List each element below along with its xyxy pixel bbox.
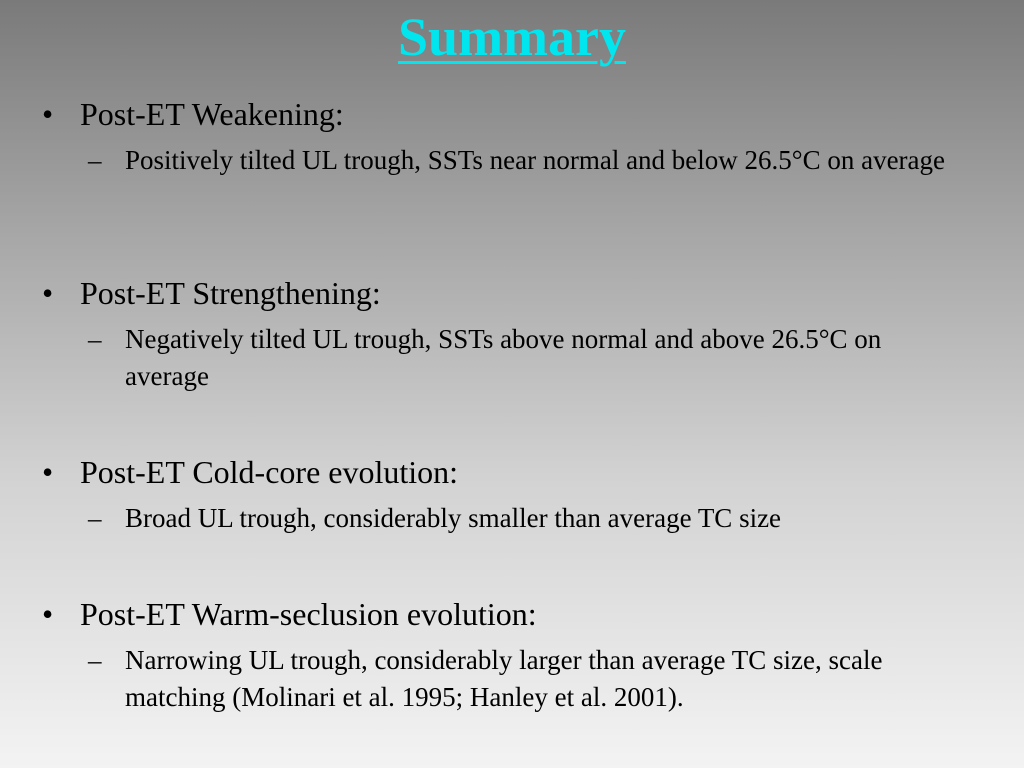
bullet-heading: Post-ET Weakening: — [80, 96, 344, 132]
bullet-glyph: • — [42, 275, 54, 311]
bullet-detail: Negatively tilted UL trough, SSTs above … — [125, 324, 882, 391]
dash-glyph: – — [88, 324, 102, 354]
bullet-heading: Post-ET Warm-seclusion evolution: — [80, 596, 537, 632]
bullet-glyph: • — [42, 596, 54, 632]
bullet-heading: Post-ET Cold-core evolution: — [80, 454, 459, 490]
dash-glyph: – — [88, 645, 102, 675]
bullet-heading: Post-ET Strengthening: — [80, 275, 381, 311]
bullet-detail: Broad UL trough, considerably smaller th… — [125, 503, 782, 533]
bullet-detail: Positively tilted UL trough, SSTs near n… — [125, 145, 946, 175]
bullet-glyph: • — [42, 454, 54, 490]
dash-glyph: – — [88, 503, 102, 533]
bullet-glyph: • — [42, 96, 54, 132]
slide-title: Summary — [398, 7, 626, 67]
dash-glyph: – — [88, 145, 102, 175]
bullet-detail: Narrowing UL trough, considerably larger… — [125, 645, 883, 712]
